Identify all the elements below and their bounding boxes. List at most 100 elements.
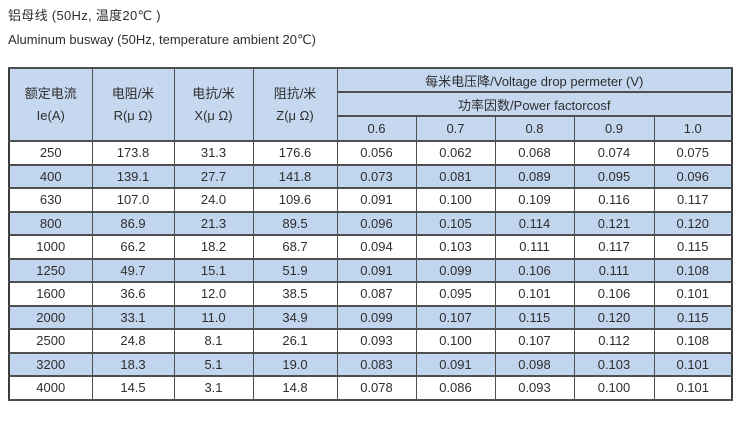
table-cell: 0.111 [573,257,655,283]
table-cell: 89.5 [252,210,338,236]
table-cell: 0.089 [494,163,575,189]
table-cell: 0.094 [336,234,417,260]
table-cell: 0.121 [573,210,655,236]
header-power-factor-0.9: 0.9 [573,115,655,142]
table-cell: 66.2 [91,234,175,260]
table-cell: 0.115 [653,234,733,260]
table-cell: 0.108 [653,257,733,283]
table-cell: 0.096 [653,163,733,189]
table-row: 4000 14.5 3.1 14.8 0.078 0.086 0.093 0.100 0.101 [8,375,733,401]
table-cell: 68.7 [252,234,338,260]
table-row: 400 139.1 27.7 141.8 0.073 0.081 0.089 0.095 0.0… [8,163,733,189]
header-rated-current: 额定电流 Ie(A) [8,67,93,142]
table-cell: 139.1 [91,163,175,189]
table-cell: 5.1 [173,351,254,377]
table-cell: 0.083 [336,351,417,377]
table-cell: 141.8 [252,163,338,189]
table-cell: 400 [8,163,93,189]
table-cell: 51.9 [252,257,338,283]
table-cell: 0.096 [336,210,417,236]
table-row: 1600 36.6 12.0 38.5 0.087 0.095 0.101 0.106 0.10… [8,281,733,307]
table-cell: 630 [8,187,93,213]
table-cell: 0.114 [494,210,575,236]
table-cell: 0.093 [494,375,575,401]
table-row: 800 86.9 21.3 89.5 0.096 0.105 0.114 0.121 0.120 [8,210,733,236]
table-cell: 27.7 [173,163,254,189]
table-cell: 8.1 [173,328,254,354]
table-cell: 14.8 [252,375,338,401]
table-cell: 26.1 [252,328,338,354]
table-cell: 18.2 [173,234,254,260]
table-cell: 2500 [8,328,93,354]
table-cell: 2000 [8,304,93,330]
table-cell: 1000 [8,234,93,260]
table-cell: 0.056 [336,140,417,166]
table-cell: 0.095 [573,163,655,189]
page-title-english: Aluminum busway (50Hz, temperature ambie… [8,32,316,47]
table-cell: 0.117 [653,187,733,213]
table-cell: 0.120 [653,210,733,236]
table-cell: 1600 [8,281,93,307]
table-cell: 0.101 [653,351,733,377]
table-body: 250 173.8 31.3 176.6 0.056 0.062 0.068 0.074 0.0… [8,140,733,401]
table-cell: 0.073 [336,163,417,189]
table-cell: 0.100 [415,187,496,213]
table-cell: 0.105 [415,210,496,236]
table-cell: 0.107 [415,304,496,330]
table-cell: 0.098 [494,351,575,377]
header-impedance: 阻抗/米 Z(μ Ω) [252,67,338,142]
table-cell: 0.062 [415,140,496,166]
table-cell: 0.091 [336,187,417,213]
header-rated-current-zh: 额定电流 [24,85,77,101]
table-cell: 15.1 [173,257,254,283]
table-cell: 0.086 [415,375,496,401]
table-cell: 0.112 [573,328,655,354]
header-resistance-en: R(μ Ω) [113,107,153,123]
table-cell: 0.115 [494,304,575,330]
table-cell: 0.115 [653,304,733,330]
table-cell: 0.101 [653,375,733,401]
table-cell: 0.095 [415,281,496,307]
table-cell: 0.093 [336,328,417,354]
table-cell: 4000 [8,375,93,401]
table-cell: 19.0 [252,351,338,377]
table-cell: 250 [8,140,93,166]
header-resistance-zh: 电阻/米 [111,85,155,101]
table-cell: 38.5 [252,281,338,307]
table-cell: 3.1 [173,375,254,401]
table-cell: 109.6 [252,187,338,213]
table-cell: 0.099 [415,257,496,283]
table-cell: 0.081 [415,163,496,189]
header-reactance-zh: 电抗/米 [192,85,235,101]
table-cell: 0.107 [494,328,575,354]
table-cell: 0.108 [653,328,733,354]
header-resistance: 电阻/米 R(μ Ω) [91,67,175,142]
header-power-factor-1.0: 1.0 [653,115,733,142]
table-cell: 12.0 [173,281,254,307]
table-cell: 24.0 [173,187,254,213]
table-row: 1250 49.7 15.1 51.9 0.091 0.099 0.106 0.111 0.10… [8,257,733,283]
table-cell: 31.3 [173,140,254,166]
table-cell: 0.106 [573,281,655,307]
table-cell: 173.8 [91,140,175,166]
header-power-factor-group: 功率因数/Power factorcosf [336,91,733,117]
table-cell: 0.111 [494,234,575,260]
header-impedance-zh: 阻抗/米 [273,85,317,101]
table-cell: 0.074 [573,140,655,166]
table-row: 3200 18.3 5.1 19.0 0.083 0.091 0.098 0.103 0.101 [8,351,733,377]
table-row: 1000 66.2 18.2 68.7 0.094 0.103 0.111 0.117 0.11… [8,234,733,260]
table-cell: 107.0 [91,187,175,213]
table-header: 额定电流 Ie(A) 电阻/米 R(μ Ω) 电抗/米 X(μ Ω) 阻抗/米 … [8,67,733,142]
table-cell: 3200 [8,351,93,377]
table-row: 2500 24.8 8.1 26.1 0.093 0.100 0.107 0.112 0.108 [8,328,733,354]
table-cell: 0.078 [336,375,417,401]
table-cell: 18.3 [91,351,175,377]
header-impedance-en: Z(μ Ω) [276,107,314,123]
table-cell: 14.5 [91,375,175,401]
header-reactance-en: X(μ Ω) [194,107,233,123]
table-cell: 0.103 [415,234,496,260]
table-cell: 34.9 [252,304,338,330]
table-row: 630 107.0 24.0 109.6 0.091 0.100 0.109 0.116 0.1… [8,187,733,213]
table-cell: 0.100 [573,375,655,401]
